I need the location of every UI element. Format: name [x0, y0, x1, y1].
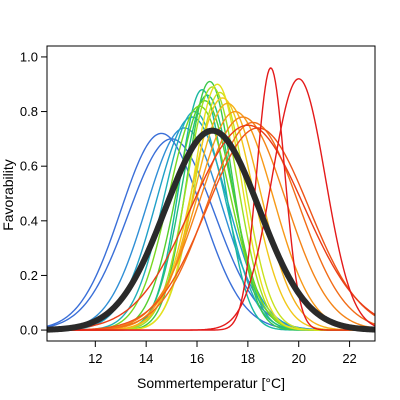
series-curve-17: [47, 116, 375, 331]
x-tick-label: 20: [291, 351, 305, 366]
series-curve-19: [47, 127, 375, 331]
y-tick-label: 0.0: [20, 323, 38, 338]
plot-frame: [46, 45, 376, 342]
series-curve-6: [47, 89, 375, 331]
x-tick-label: 12: [88, 351, 102, 366]
y-tick-label: 0.8: [20, 104, 38, 119]
y-axis: 0.0 0.2 0.4 0.6 0.8 1.0: [20, 49, 47, 338]
x-tick-label: 22: [342, 351, 356, 366]
y-tick-label: 0.4: [20, 213, 38, 228]
x-tick-label: 14: [139, 351, 153, 366]
x-axis: 12 14 16 18 20 22: [88, 341, 357, 366]
mean-curve: [47, 127, 375, 333]
series-curve-18: [47, 121, 375, 331]
series-curve-1: [47, 132, 375, 331]
series-curve-3: [47, 127, 375, 331]
series-curve-20: [47, 124, 375, 331]
series-curve-4: [47, 116, 375, 331]
y-tick-label: 0.6: [20, 159, 38, 174]
x-axis-label: Sommertemperatur [°C]: [137, 375, 285, 391]
series-curve-11: [47, 86, 375, 331]
x-tick-label: 16: [190, 351, 204, 366]
x-tick-label: 18: [241, 351, 255, 366]
y-tick-label: 1.0: [20, 49, 38, 64]
curves-group: [47, 67, 375, 333]
series-curve-22: [47, 78, 375, 331]
y-tick-label: 0.2: [20, 268, 38, 283]
y-axis-label: Favorability: [0, 159, 16, 231]
